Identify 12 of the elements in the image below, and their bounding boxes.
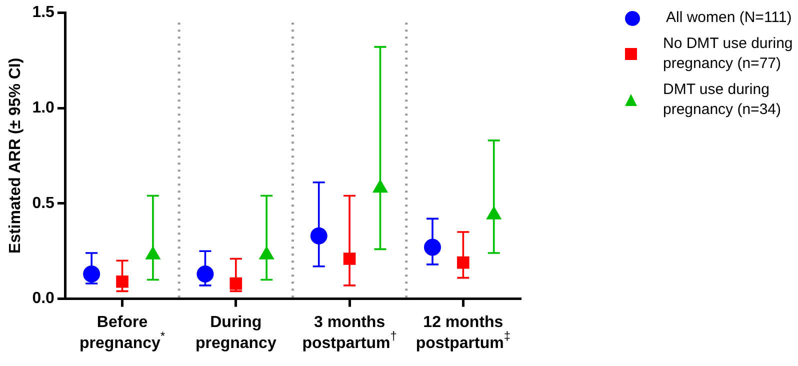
legend-label: All women (N=111) (666, 8, 792, 28)
x-tick-label: During pregnancy (195, 314, 276, 352)
x-tick-label: 12 months postpartum‡ (416, 314, 511, 352)
y-axis-title: Estimated ARR (± 95% CI) (7, 58, 24, 254)
y-tick-label: 1.5 (32, 4, 55, 22)
x-tick-label: Before pregnancy* (79, 314, 166, 352)
legend-label: No DMT use during pregnancy (n=77) (663, 34, 794, 74)
x-tick-label: 3 months postpartum† (302, 314, 397, 352)
y-tick-label: 1.0 (32, 99, 55, 116)
y-tick-label: 0.0 (32, 290, 55, 308)
legend-label: DMT use during pregnancy (n=34) (663, 80, 782, 120)
y-tick-label: 0.5 (32, 194, 55, 212)
